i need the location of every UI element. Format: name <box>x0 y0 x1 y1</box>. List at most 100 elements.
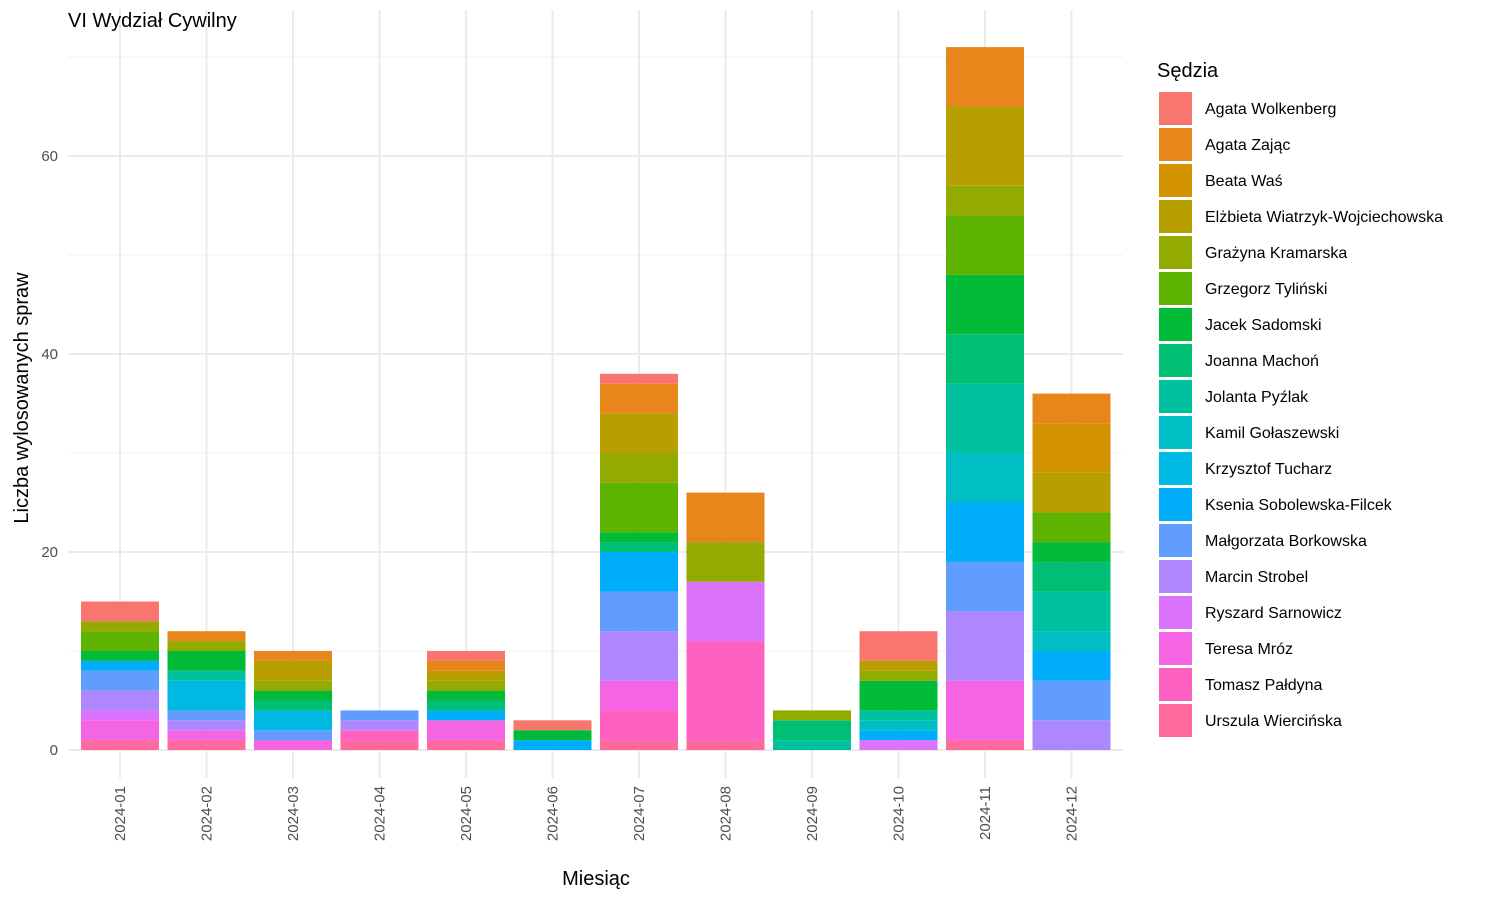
bar-segment: Agata Wolkenberg 2024-05: 1 <box>427 651 505 661</box>
legend-key <box>1159 308 1192 341</box>
legend-key <box>1159 236 1192 269</box>
bar-segment: Grażyna Kramarska 2024-05: 1 <box>427 680 505 691</box>
bar-segment: Jacek Sadomski 2024-11: 6 <box>946 274 1024 335</box>
bar-segment: Ryszard Sarnowicz 2024-10: 1 <box>859 740 938 750</box>
x-tick-label: 2024-08 <box>718 786 735 841</box>
bar-segment: Jolanta Pyźlak 2024-09: 1 <box>773 740 851 750</box>
bar-segment: Jacek Sadomski 2024-12: 2 <box>1032 542 1111 562</box>
bar-segment: Grażyna Kramarska 2024-10: 1 <box>859 670 938 681</box>
y-tick-label: 20 <box>41 544 58 561</box>
bar-segment: Teresa Mróz 2024-03: 1 <box>254 740 332 750</box>
legend-label: Agata Zając <box>1205 137 1290 154</box>
bar-segment: Agata Zając 2024-11: 6 <box>946 47 1024 107</box>
bar-segment: Kamil Gołaszewski 2024-11: 5 <box>946 453 1024 503</box>
bar-segment: Agata Wolkenberg 2024-01: 2 <box>81 601 159 622</box>
bar-segment: Kamil Gołaszewski 2024-12: 2 <box>1032 631 1111 651</box>
x-tick-label: 2024-07 <box>631 786 648 841</box>
legend-key <box>1159 92 1192 125</box>
bar-segment: Grażyna Kramarska 2024-02: 1 <box>167 641 246 651</box>
bar-segment: Jacek Sadomski 2024-01: 1 <box>81 651 159 661</box>
bar-segment: Joanna Machoń 2024-07: 1 <box>600 542 678 552</box>
legend-key <box>1159 200 1192 233</box>
bar-segment: Grażyna Kramarska 2024-03: 1 <box>254 680 332 691</box>
bar-segment: Teresa Mróz 2024-01: 2 <box>81 720 159 741</box>
bar-segment: Agata Zając 2024-08: 5 <box>686 492 765 543</box>
legend-label: Kamil Gołaszewski <box>1205 425 1339 442</box>
bar-segment: Agata Zając 2024-02: 1 <box>167 631 246 642</box>
bar-segment: Małgorzata Borkowska 2024-11: 5 <box>946 561 1024 612</box>
bar-segment: Joanna Machoń 2024-05: 1 <box>427 700 505 711</box>
bar-segment: Małgorzata Borkowska 2024-12: 4 <box>1032 680 1111 721</box>
bar-segment: Agata Wolkenberg 2024-06: 1 <box>513 720 592 731</box>
bar-segment: Ksenia Sobolewska-Filcek 2024-10: 1 <box>859 730 938 741</box>
bar-segment: Ksenia Sobolewska-Filcek 2024-12: 3 <box>1032 651 1111 681</box>
bar-segment: Joanna Machoń 2024-09: 2 <box>773 720 851 741</box>
bar-segment: Jacek Sadomski 2024-03: 1 <box>254 690 332 701</box>
bar-segment: Marcin Strobel 2024-02: 1 <box>167 720 246 731</box>
y-tick-label: 60 <box>41 148 58 165</box>
bar-segment: Marcin Strobel 2024-01: 2 <box>81 690 159 711</box>
bar-segment: Agata Wolkenberg 2024-10: 3 <box>859 631 938 661</box>
bar-segment: Elżbieta Wiatrzyk-Wojciechowska 2024-07:… <box>600 413 678 453</box>
legend-key <box>1159 524 1192 557</box>
bar-segment: Krzysztof Tucharz 2024-03: 2 <box>254 710 332 731</box>
x-tick-label: 2024-11 <box>977 786 994 840</box>
bar-segment: Agata Zając 2024-05: 1 <box>427 660 505 671</box>
bar-segment: Teresa Mróz 2024-07: 3 <box>600 680 678 711</box>
bar-segment: Jolanta Pyźlak 2024-10: 1 <box>859 710 938 721</box>
bar-segment: Agata Zając 2024-12: 3 <box>1032 393 1111 424</box>
legend-label: Grzegorz Tyliński <box>1205 281 1327 298</box>
x-tick-label: 2024-02 <box>199 786 216 841</box>
bar-segment: Grażyna Kramarska 2024-07: 3 <box>600 453 678 483</box>
bar-segment: Urszula Wiercińska 2024-08: 1 <box>686 740 765 750</box>
legend-label: Teresa Mróz <box>1205 641 1293 658</box>
legend-key <box>1159 488 1192 521</box>
bar-segment: Teresa Mróz 2024-11: 6 <box>946 680 1024 741</box>
legend-label: Małgorzata Borkowska <box>1205 533 1367 550</box>
bar-segment: Elżbieta Wiatrzyk-Wojciechowska 2024-10:… <box>859 660 938 671</box>
bar-segment: Grażyna Kramarska 2024-09: 1 <box>773 710 851 721</box>
bar-segment: Marcin Strobel 2024-11: 7 <box>946 611 1024 681</box>
legend-label: Marcin Strobel <box>1205 569 1308 586</box>
bar-segment: Elżbieta Wiatrzyk-Wojciechowska 2024-11:… <box>946 106 1024 186</box>
axis-layer: 0 20 40 60 2024-01 2024-02 2024-03 2024-04 2024-… <box>41 148 1080 841</box>
bar-segment: Grzegorz Tyliński 2024-11: 6 <box>946 215 1024 275</box>
bar-segment: Krzysztof Tucharz 2024-02: 3 <box>167 680 246 711</box>
bar-segment: Elżbieta Wiatrzyk-Wojciechowska 2024-03:… <box>254 660 332 681</box>
bar-segment: Jolanta Pyźlak 2024-11: 7 <box>946 383 1024 453</box>
bar-segment: Ryszard Sarnowicz 2024-08: 6 <box>686 581 765 642</box>
bar-segment: Jacek Sadomski 2024-07: 1 <box>600 532 678 543</box>
bar-segment: Marcin Strobel 2024-04: 1 <box>340 720 419 731</box>
bar-segment: Tomasz Pałdyna 2024-08: 10 <box>686 641 765 741</box>
bar-segment: Jolanta Pyźlak 2024-12: 4 <box>1032 591 1111 632</box>
bar-segment: Elżbieta Wiatrzyk-Wojciechowska 2024-12:… <box>1032 472 1111 513</box>
bar-segment: Grażyna Kramarska 2024-11: 3 <box>946 185 1024 216</box>
bar-segment: Jacek Sadomski 2024-05: 1 <box>427 690 505 701</box>
bar-segment: Małgorzata Borkowska 2024-02: 1 <box>167 710 246 721</box>
grid-layer <box>68 10 1123 778</box>
bar-segment: Małgorzata Borkowska 2024-01: 2 <box>81 670 159 691</box>
legend-label: Krzysztof Tucharz <box>1205 461 1332 478</box>
bar-segment: Małgorzata Borkowska 2024-04: 1 <box>340 710 419 721</box>
bar-segment: Ksenia Sobolewska-Filcek 2024-06: 1 <box>513 740 592 750</box>
bar-segment: Urszula Wiercińska 2024-05: 1 <box>427 740 505 750</box>
bar-segment: Tomasz Pałdyna 2024-04: 1 <box>340 730 419 741</box>
bar-segment: Agata Zając 2024-07: 3 <box>600 383 678 414</box>
legend-title: Sędzia <box>1157 60 1219 82</box>
x-tick-label: 2024-10 <box>891 786 908 841</box>
bars-layer: Urszula Wiercińska 2024-01: 1Teresa Mróz… <box>81 47 1111 750</box>
bar-segment: Urszula Wiercińska 2024-04: 1 <box>340 740 419 750</box>
bar-segment: Małgorzata Borkowska 2024-03: 1 <box>254 730 332 741</box>
bar-segment: Joanna Machoń 2024-12: 3 <box>1032 561 1111 592</box>
bar-segment: Joanna Machoń 2024-11: 5 <box>946 334 1024 384</box>
bar-segment: Urszula Wiercińska 2024-11: 1 <box>946 740 1024 750</box>
x-tick-label: 2024-05 <box>458 786 475 841</box>
legend-key <box>1159 704 1192 737</box>
legend-label: Jolanta Pyźlak <box>1205 389 1309 406</box>
bar-segment: Joanna Machoń 2024-03: 1 <box>254 700 332 711</box>
bar-segment: Teresa Mróz 2024-05: 2 <box>427 720 505 741</box>
legend-label: Elżbieta Wiatrzyk-Wojciechowska <box>1205 209 1443 226</box>
legend-label: Urszula Wiercińska <box>1205 713 1342 730</box>
x-tick-label: 2024-12 <box>1064 786 1081 841</box>
